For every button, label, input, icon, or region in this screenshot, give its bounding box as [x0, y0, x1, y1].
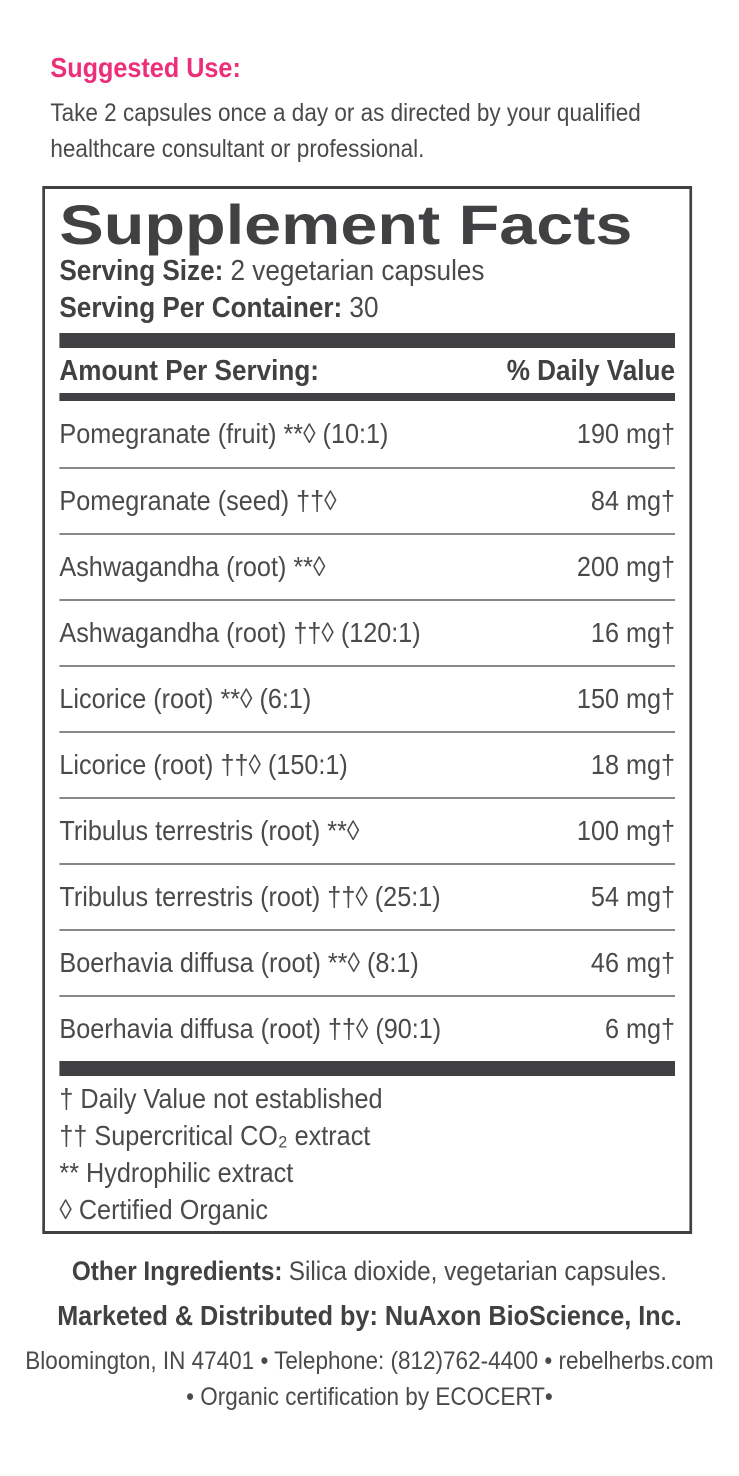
suggested-use-text: Take 2 capsules once a day or as directe… — [50, 99, 641, 163]
ingredient-amount: 54 mg† — [590, 881, 675, 912]
column-header-row: Amount Per Serving: % Daily Value — [59, 348, 675, 393]
ingredient-name: Licorice (root) ††◊ (150:1) — [59, 749, 348, 780]
certification-line: • Organic certification by ECOCERT• — [186, 1383, 553, 1411]
ingredient-amount: 150 mg† — [576, 683, 675, 714]
ingredient-row: Licorice (root) **◊ (6:1) 150 mg† — [59, 665, 675, 731]
distributor-line: Marketed & Distributed by: NuAxon BioSci… — [57, 1300, 682, 1331]
daily-value-header: % Daily Value — [506, 355, 675, 387]
ingredient-amount: 84 mg† — [590, 485, 675, 516]
ingredient-name: Pomegranate (seed) ††◊ — [59, 485, 337, 516]
ingredient-name: Ashwagandha (root) ††◊ (120:1) — [59, 617, 421, 648]
ingredient-row: Tribulus terrestris (root) **◊ 100 mg† — [59, 797, 675, 863]
ingredient-name: Boerhavia diffusa (root) ††◊ (90:1) — [59, 1013, 442, 1044]
footnotes: † Daily Value not established †† Supercr… — [59, 1076, 675, 1228]
ingredient-name: Licorice (root) **◊ (6:1) — [59, 683, 312, 714]
ingredient-name: Ashwagandha (root) **◊ — [59, 551, 326, 582]
ingredient-amount: 18 mg† — [590, 749, 675, 780]
ingredient-name: Tribulus terrestris (root) ††◊ (25:1) — [59, 881, 441, 912]
ingredient-row: Pomegranate (fruit) **◊ (10:1) 190 mg† — [59, 401, 675, 467]
other-ingredients-line: Other Ingredients: Silica dioxide, vegeta… — [0, 1256, 739, 1287]
other-ingredients-label: Other Ingredients: — [71, 1256, 283, 1286]
footnote-hydrophilic-extract: ** Hydrophilic extract — [59, 1157, 294, 1188]
ingredient-row: Pomegranate (seed) ††◊ 84 mg† — [59, 467, 675, 533]
divider-bar-medium — [59, 393, 675, 401]
ingredient-name: Boerhavia diffusa (root) **◊ (8:1) — [59, 947, 419, 978]
supplement-facts-box: Supplement Facts Serving Size: 2 vegetari… — [42, 186, 693, 1234]
ingredient-name: Pomegranate (fruit) **◊ (10:1) — [59, 418, 389, 449]
servings-per-container-line: Serving Per Container: 30 — [59, 290, 675, 327]
ingredient-amount: 200 mg† — [576, 551, 675, 582]
supplement-facts-title: Supplement Facts — [59, 193, 633, 256]
serving-size-label: Serving Size: — [59, 255, 224, 287]
other-ingredients-value: Silica dioxide, vegetarian capsules. — [288, 1256, 668, 1286]
footnote-supercritical-extract: †† Supercritical CO₂ extract — [59, 1120, 371, 1151]
serving-size-line: Serving Size: 2 vegetarian capsules — [59, 253, 675, 290]
ingredient-row: Boerhavia diffusa (root) ††◊ (90:1) 6 mg… — [59, 995, 675, 1061]
ingredient-amount: 100 mg† — [576, 815, 675, 846]
ingredient-amount: 46 mg† — [590, 947, 675, 978]
ingredient-amount: 6 mg† — [604, 1013, 675, 1044]
suggested-use-heading: Suggested Use: — [50, 52, 241, 83]
ingredient-row: Licorice (root) ††◊ (150:1) 18 mg† — [59, 731, 675, 797]
ingredient-name: Tribulus terrestris (root) **◊ — [59, 815, 360, 846]
divider-bar-thick-top — [59, 333, 675, 348]
address-line: Bloomington, IN 47401 • Telephone: (812)… — [25, 1347, 714, 1375]
divider-bar-thick-bottom — [59, 1061, 675, 1076]
amount-per-serving-header: Amount Per Serving: — [59, 355, 319, 387]
ingredient-amount: 190 mg† — [576, 418, 675, 449]
ingredient-row: Boerhavia diffusa (root) **◊ (8:1) 46 mg… — [59, 929, 675, 995]
servings-per-container-value: 30 — [349, 292, 379, 324]
ingredient-row: Tribulus terrestris (root) ††◊ (25:1) 54… — [59, 863, 675, 929]
ingredient-amount: 16 mg† — [590, 617, 675, 648]
ingredient-row: Ashwagandha (root) ††◊ (120:1) 16 mg† — [59, 599, 675, 665]
footnote-daily-value: † Daily Value not established — [59, 1083, 383, 1114]
servings-per-container-label: Serving Per Container: — [59, 292, 343, 324]
footnote-certified-organic: ◊ Certified Organic — [59, 1194, 268, 1225]
serving-size-value: 2 vegetarian capsules — [230, 255, 485, 287]
ingredient-row: Ashwagandha (root) **◊ 200 mg† — [59, 533, 675, 599]
